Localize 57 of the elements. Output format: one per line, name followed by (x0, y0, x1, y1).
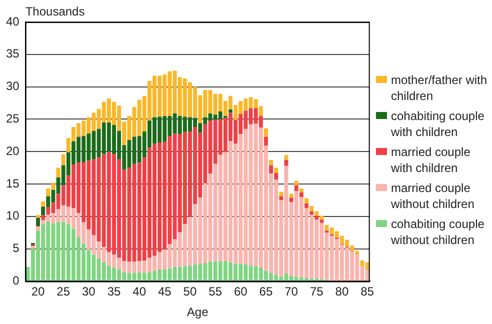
x-tick-label: 65 (259, 284, 273, 299)
x-tick-label: 35 (107, 284, 121, 299)
bar (264, 128, 268, 137)
x-tick-label: 30 (82, 284, 96, 299)
x-axis-title: Age (186, 305, 209, 320)
x-tick-label: 20 (31, 284, 46, 299)
bar (56, 168, 60, 178)
bar (320, 220, 324, 223)
y-tick-label: 5 (12, 241, 20, 256)
x-tick-label: 70 (284, 284, 298, 299)
bar (269, 160, 274, 166)
bar (314, 216, 319, 220)
bar (264, 136, 268, 146)
x-tick-label: 55 (208, 284, 222, 299)
bar (294, 180, 298, 186)
y-tick-label: 20 (6, 144, 20, 158)
bar (279, 192, 284, 196)
bar (314, 211, 319, 216)
x-tick-label: 45 (158, 284, 172, 299)
x-tick-label: 25 (56, 284, 70, 299)
bar (274, 168, 278, 173)
y-tick-label: 0 (12, 274, 20, 288)
bar (289, 198, 294, 202)
y-tick-label: 10 (6, 208, 20, 223)
x-tick-label: 85 (360, 284, 374, 299)
bar (310, 206, 314, 212)
bar (41, 201, 46, 207)
bar (299, 192, 304, 197)
bar (310, 211, 314, 214)
bar (41, 215, 46, 220)
y-tick-label: 15 (6, 176, 20, 190)
bar (36, 218, 40, 226)
x-tick-label: 75 (310, 284, 324, 299)
bar (279, 196, 284, 200)
legend-label: cohabiting couple without children (391, 216, 486, 248)
bar (304, 198, 308, 204)
bar (320, 216, 324, 220)
y-tick-label: 25 (6, 112, 20, 126)
x-tick-label: 80 (335, 284, 349, 299)
bar (61, 154, 66, 166)
bar (228, 109, 232, 113)
y-tick-label: 40 (6, 14, 20, 28)
bar (304, 203, 308, 208)
y-axis-title: Thousands (25, 4, 85, 18)
y-tick-label: 35 (6, 46, 20, 61)
y-tick-label: 30 (6, 79, 20, 94)
bar (289, 194, 294, 198)
x-tick-label: 60 (234, 284, 248, 299)
bar (294, 185, 298, 192)
bar (355, 250, 360, 255)
x-tick-label: 50 (183, 284, 197, 299)
bar (299, 188, 304, 192)
bar (30, 246, 35, 249)
bar (36, 226, 40, 231)
bar (284, 160, 288, 166)
x-tick-label: 40 (132, 284, 146, 299)
bar (36, 215, 40, 218)
